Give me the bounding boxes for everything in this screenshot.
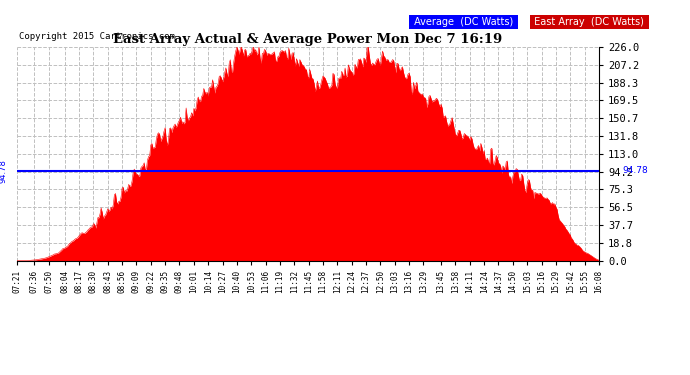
Text: East Array  (DC Watts): East Array (DC Watts) [531,17,647,27]
Title: East Array Actual & Average Power Mon Dec 7 16:19: East Array Actual & Average Power Mon De… [113,33,503,46]
Text: Copyright 2015 Cartronics.com: Copyright 2015 Cartronics.com [19,32,175,41]
Text: 94.78: 94.78 [622,166,648,176]
Text: 94.78: 94.78 [0,159,8,183]
Text: Average  (DC Watts): Average (DC Watts) [411,17,516,27]
